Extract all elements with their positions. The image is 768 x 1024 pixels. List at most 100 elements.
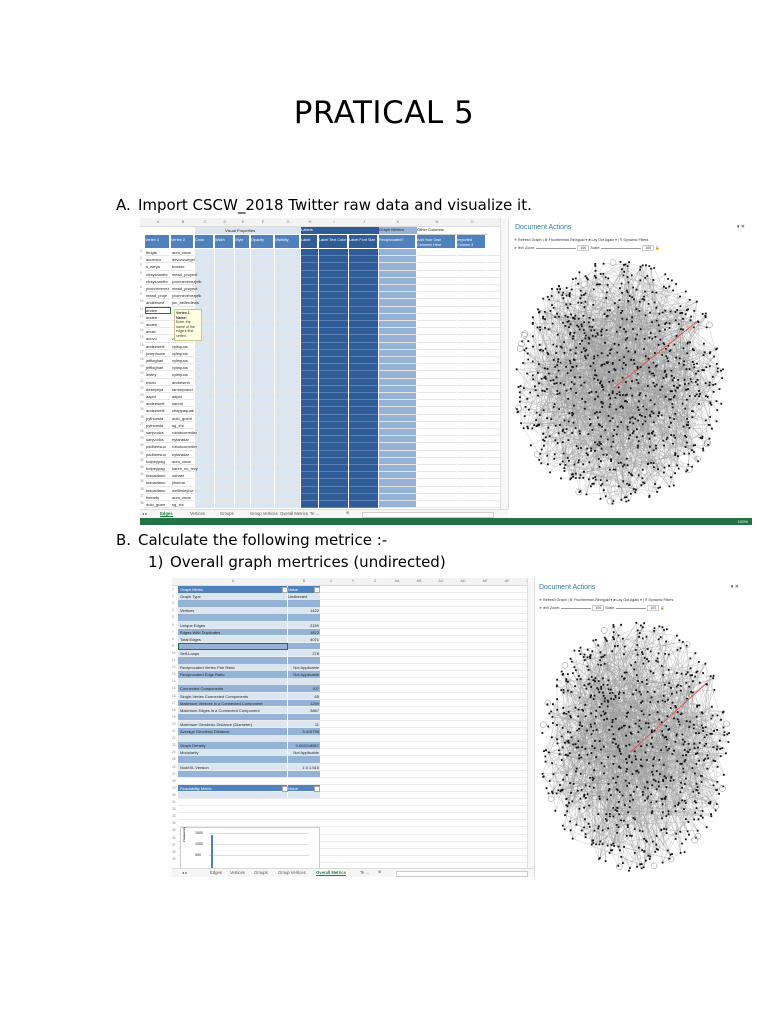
cell[interactable] — [319, 457, 348, 465]
cell[interactable] — [301, 501, 318, 509]
sheet-tab[interactable]: Groups — [220, 511, 234, 516]
cell[interactable] — [171, 256, 194, 264]
cell[interactable] — [171, 285, 194, 293]
cell[interactable] — [251, 328, 274, 336]
cell[interactable] — [145, 450, 170, 458]
cell[interactable] — [349, 357, 378, 365]
cell[interactable] — [235, 486, 250, 494]
vertex1-cell[interactable]: andeesmit — [146, 343, 165, 349]
vertex1-cell[interactable]: acuenco — [146, 257, 162, 263]
cell[interactable] — [251, 285, 274, 293]
cell[interactable] — [487, 277, 512, 285]
cell[interactable] — [215, 342, 234, 350]
cell[interactable] — [235, 443, 250, 451]
select-icon[interactable]: ➤ — [514, 246, 518, 250]
cell[interactable] — [319, 407, 348, 415]
cell[interactable] — [251, 364, 274, 372]
cell[interactable] — [301, 472, 318, 480]
cell[interactable] — [379, 457, 416, 465]
cell[interactable] — [215, 429, 234, 437]
cell[interactable] — [215, 357, 234, 365]
cell[interactable] — [215, 421, 234, 429]
cell[interactable] — [417, 328, 456, 336]
cell[interactable] — [457, 479, 486, 487]
cell[interactable] — [145, 277, 170, 285]
cell[interactable] — [417, 385, 456, 393]
zoom-in-icon[interactable]: ⊕ — [543, 606, 547, 610]
cell[interactable] — [235, 335, 250, 343]
cell[interactable] — [379, 407, 416, 415]
cell[interactable] — [319, 328, 348, 336]
metric-name-cell[interactable]: Graph Density — [178, 742, 287, 749]
cell[interactable] — [195, 313, 214, 321]
vertex2-cell[interactable]: robotcoerrdler — [172, 444, 197, 450]
cell[interactable] — [379, 479, 416, 487]
cell[interactable] — [215, 465, 234, 473]
cell[interactable] — [145, 393, 170, 401]
vertex1-cell[interactable]: mead_proje — [146, 293, 168, 299]
cell[interactable] — [487, 313, 512, 321]
cell[interactable] — [145, 313, 170, 321]
cell[interactable] — [235, 414, 250, 422]
vertex2-cell[interactable]: xylequus — [172, 350, 188, 356]
vertex2-cell[interactable]: jihoena — [172, 480, 185, 486]
cell[interactable] — [349, 299, 378, 307]
metric-value-cell[interactable] — [288, 770, 320, 778]
cell[interactable] — [145, 371, 170, 379]
cell[interactable] — [275, 493, 300, 501]
cell[interactable] — [301, 249, 318, 257]
vertex1-cell[interactable]: s_aleya — [146, 264, 160, 270]
vertex2-cell[interactable]: sg_zhi — [172, 502, 184, 507]
metric-value-cell[interactable]: Value — [288, 784, 320, 792]
cell[interactable] — [319, 321, 348, 329]
select-icon[interactable]: ➤ — [539, 606, 543, 610]
cell[interactable] — [487, 450, 512, 458]
cell[interactable] — [457, 493, 486, 501]
table-header[interactable]: Label Text Color — [319, 235, 348, 248]
cell[interactable] — [195, 400, 214, 408]
cell[interactable] — [171, 385, 194, 393]
zoom-slider[interactable] — [536, 247, 577, 249]
cell[interactable] — [275, 357, 300, 365]
vertex1-cell[interactable]: toscadiano — [146, 480, 166, 486]
cell[interactable] — [275, 457, 300, 465]
cell[interactable] — [301, 292, 318, 300]
cell[interactable] — [235, 342, 250, 350]
cell[interactable] — [487, 249, 512, 257]
cell[interactable] — [487, 407, 512, 415]
cell[interactable] — [417, 292, 456, 300]
cell[interactable] — [417, 306, 456, 314]
metric-name-cell[interactable]: Self-Loops — [178, 649, 287, 657]
cell[interactable] — [195, 378, 214, 386]
cell[interactable] — [301, 393, 318, 401]
cell[interactable] — [215, 393, 234, 401]
cell[interactable] — [301, 335, 318, 343]
vertex2-cell[interactable]: chappaquak — [172, 408, 194, 414]
cell[interactable] — [379, 414, 416, 422]
cell[interactable] — [251, 436, 274, 444]
cell[interactable] — [417, 479, 456, 487]
cell[interactable] — [319, 263, 348, 271]
cell[interactable] — [235, 292, 250, 300]
cell[interactable] — [349, 443, 378, 451]
cell[interactable] — [349, 407, 378, 415]
cell[interactable] — [417, 263, 456, 271]
cell[interactable] — [171, 263, 194, 271]
cell[interactable] — [417, 450, 456, 458]
cell[interactable] — [251, 277, 274, 285]
metric-name-cell[interactable]: Reciprocated Vertex Pair Ratio — [178, 664, 287, 671]
vertex2-cell[interactable]: aum_cscw — [172, 494, 191, 500]
cell[interactable] — [379, 249, 416, 257]
cell[interactable] — [457, 501, 486, 509]
cell[interactable] — [215, 306, 234, 314]
cell[interactable] — [235, 357, 250, 365]
metric-name-cell[interactable] — [178, 791, 287, 799]
cell[interactable] — [457, 328, 486, 336]
cell[interactable] — [275, 443, 300, 451]
cell[interactable] — [145, 335, 170, 343]
metric-name-cell[interactable]: Edges With Duplicates — [178, 628, 287, 636]
degree-histogram-chart[interactable]: Frequency 1500 1000 500 — [180, 827, 320, 876]
cell[interactable] — [195, 421, 214, 429]
cell[interactable] — [215, 486, 234, 494]
dynamic-filters-button[interactable]: ⊽ Dynamic Filters — [619, 238, 649, 242]
